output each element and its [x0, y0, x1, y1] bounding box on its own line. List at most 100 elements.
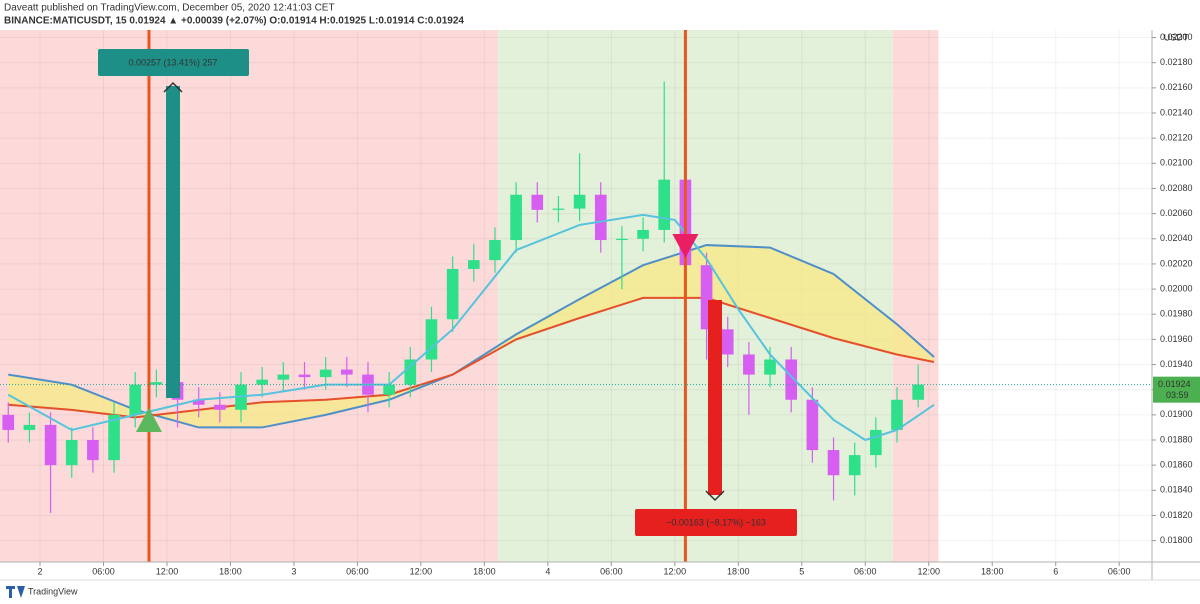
y-tick-label: 0.02180 [1160, 57, 1193, 67]
candle-body [425, 319, 438, 360]
x-tick-label: 12:00 [664, 566, 687, 576]
y-tick-label: 0.02140 [1160, 107, 1193, 117]
y-tick-label: 0.01960 [1160, 334, 1193, 344]
candle-body [637, 229, 649, 239]
measure-box [635, 509, 797, 536]
x-tick-label: 2 [37, 566, 42, 576]
x-tick-label: 5 [799, 566, 804, 576]
fast-line [7, 213, 935, 442]
x-tick-label: 06:00 [1108, 566, 1131, 576]
candle-body [658, 179, 671, 230]
x-tick-label: 3 [291, 566, 296, 576]
x-tick-label: 12:00 [410, 566, 433, 576]
measure-bar [708, 300, 722, 495]
y-tick-label: 0.02060 [1160, 208, 1193, 218]
x-tick-label: 06:00 [346, 566, 369, 576]
candle-body [65, 440, 78, 466]
publisher-line: Daveatt published on TradingView.com, De… [4, 3, 335, 14]
x-tick-label: 18:00 [473, 566, 496, 576]
x-tick-label: 18:00 [219, 566, 242, 576]
candle-body [827, 450, 840, 476]
x-tick-label: 06:00 [92, 566, 115, 576]
x-tick-label: 6 [1053, 566, 1058, 576]
zone [892, 30, 939, 562]
candle-body [743, 354, 755, 375]
candle-body [277, 374, 290, 380]
x-tick-label: 4 [545, 566, 550, 576]
y-tick-label: 0.02020 [1160, 258, 1193, 268]
candle-body [108, 414, 120, 461]
y-tick-label: 0.02080 [1160, 183, 1193, 193]
y-tick-label: 0.01820 [1160, 510, 1193, 520]
measure-bar [166, 86, 180, 398]
candle-body [44, 424, 57, 466]
x-tick-label: 06:00 [600, 566, 623, 576]
buy-triangle [135, 408, 162, 432]
candle-body [531, 194, 544, 210]
candle-body [298, 374, 311, 378]
y-tick-label: 0.01940 [1160, 359, 1193, 369]
brand-logo [6, 586, 25, 598]
candle-body [23, 424, 36, 430]
symbol-line: BINANCE:MATICUSDT, 15 0.01924 ▲ +0.00039… [4, 16, 464, 27]
x-tick-label: 12:00 [917, 566, 940, 576]
candle-body [510, 194, 522, 241]
candle-body [467, 260, 480, 269]
y-tick-label: 0.01840 [1160, 485, 1193, 495]
plot-area: 0.00257 (13.41%) 257 −0.00163 (−8.17%) −1… [0, 30, 1152, 562]
y-tick-label: 0.02160 [1160, 82, 1193, 92]
y-tick-label: 0.01980 [1160, 309, 1193, 319]
candle-body [129, 384, 142, 415]
candle-body [721, 329, 734, 355]
band-lower-line [8, 296, 935, 419]
measure-arrowhead [705, 490, 725, 502]
candle-body [87, 440, 99, 461]
x-tick-label: 12:00 [156, 566, 179, 576]
candle-body [806, 399, 819, 451]
candle-body [341, 369, 353, 375]
candle-body [573, 194, 586, 209]
y-tick-label: 0.02000 [1160, 283, 1193, 293]
candle-body [214, 404, 226, 410]
candle-body [700, 265, 713, 330]
y-tick-label: 0.02200 [1160, 32, 1193, 42]
candle-body [150, 382, 163, 385]
candle-body [2, 414, 15, 430]
header-bg [0, 0, 1200, 30]
axis-unit: USDT [1164, 32, 1189, 42]
candle-body [404, 359, 417, 385]
y-tick-label: 0.01860 [1160, 460, 1193, 470]
measure-label: −0.00163 (−8.17%) −163 [666, 517, 766, 527]
x-tick-label: 06:00 [854, 566, 877, 576]
measure-arrowhead [163, 81, 183, 93]
measure-box [98, 49, 249, 76]
sell-triangle [672, 234, 699, 258]
y-tick-label: 0.01800 [1160, 535, 1193, 545]
candle-body [446, 268, 459, 320]
x-tick-label: 18:00 [981, 566, 1004, 576]
candle-body [489, 240, 501, 261]
candle-body [594, 194, 607, 241]
last-price-box [1153, 376, 1200, 403]
last-price-label: 0.01924 [1158, 379, 1191, 389]
candle-body [891, 399, 903, 430]
x-tick-label: 18:00 [727, 566, 750, 576]
candle-body [192, 399, 205, 405]
candle-body [319, 369, 332, 378]
candle-body [912, 384, 924, 400]
candle-body [256, 379, 269, 385]
candle-body [764, 359, 776, 375]
candle-body [552, 208, 565, 210]
y-tick-label: 0.02100 [1160, 158, 1193, 168]
y-tick-label: 0.01880 [1160, 434, 1193, 444]
y-tick-label: 0.01900 [1160, 409, 1193, 419]
countdown: 03:59 [1166, 390, 1189, 400]
y-tick-label: 0.02040 [1160, 233, 1193, 243]
y-tick-label: 0.02120 [1160, 133, 1193, 143]
candle-body [616, 238, 628, 241]
measure-label: 0.00257 (13.41%) 257 [128, 57, 217, 67]
brand: TradingView [28, 586, 78, 596]
candle-body [785, 359, 798, 400]
band-upper-line [8, 244, 935, 429]
